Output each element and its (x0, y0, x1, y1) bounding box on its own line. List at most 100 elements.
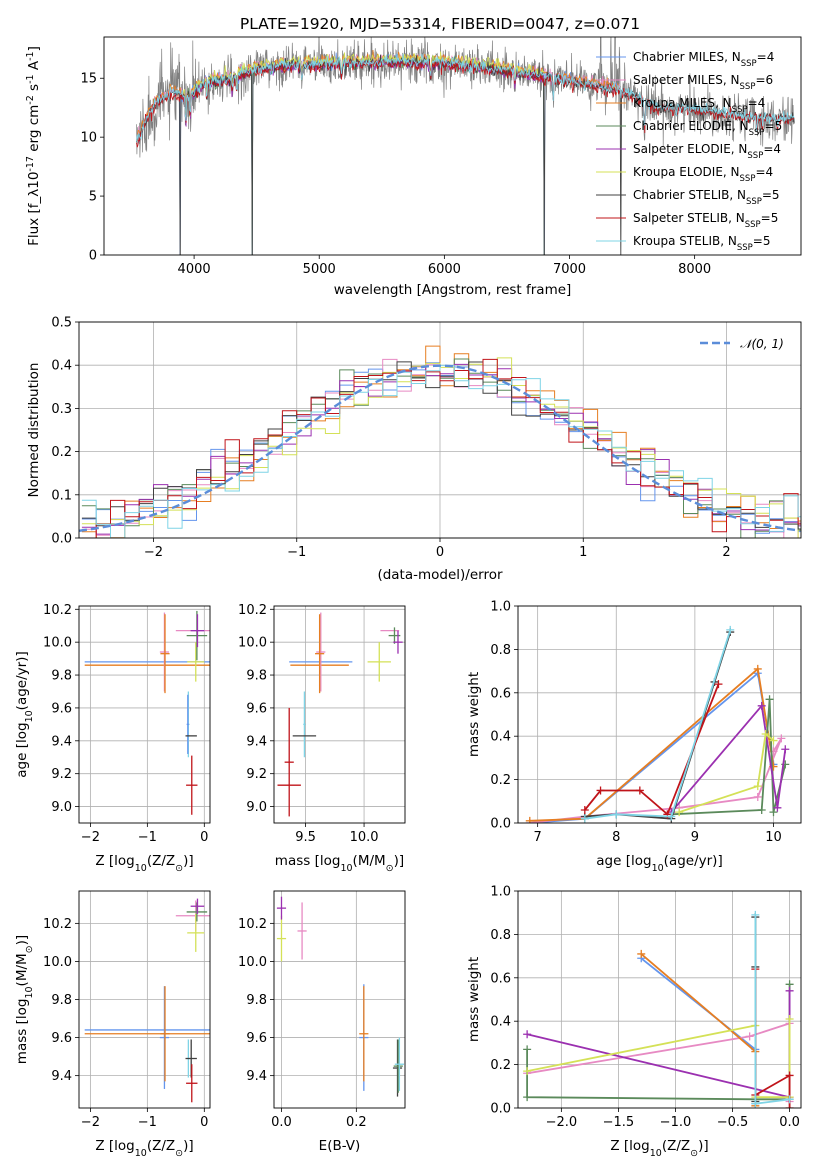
panel-mass_vs_ebv: 0.0 0.2 9.4 9.6 9.8 10.0 10.2 E(B-V) (238, 890, 406, 1154)
weight-marker-2 (525, 816, 534, 823)
weight-line-3 (526, 984, 791, 1101)
weight-marker-1 (753, 792, 762, 801)
x-tick-label: 5000 (303, 262, 336, 277)
weight-marker-2 (637, 949, 646, 958)
x-axis-label: Z [log10(Z/Z⊙)] (95, 853, 193, 874)
y-tick-label: 9.0 (51, 800, 72, 815)
x-axis-label: (data-model)/error (377, 567, 503, 583)
y-tick-label: 9.6 (51, 701, 72, 716)
y-tick-label: 1.0 (490, 600, 511, 615)
weight-marker-7 (714, 680, 723, 689)
x-tick-label: 4000 (178, 262, 211, 277)
x-axis-label: Z [log10(Z/Z⊙)] (610, 1138, 708, 1159)
y-tick-label: 9.4 (51, 734, 72, 749)
x-tick-label: 9.5 (295, 830, 316, 845)
y-tick-label: 0.4 (490, 730, 511, 745)
axes-frame (517, 890, 802, 1109)
x-tick-label: −2 (81, 1115, 100, 1130)
y-tick-label: 0.2 (490, 773, 511, 788)
y-tick-label: 9.8 (246, 669, 267, 684)
x-tick-label: 10 (765, 830, 782, 845)
errorbar-plot (277, 612, 403, 817)
y-tick-label: 9.2 (246, 767, 267, 782)
x-axis-label: Z [log10(Z/Z⊙)] (95, 1138, 193, 1159)
legend-entry-4: Salpeter ELODIE, NSSP=4 (633, 142, 781, 161)
y-tick-label: 9.8 (246, 993, 267, 1008)
x-tick-label: 8000 (678, 262, 711, 277)
axes-frame (78, 890, 211, 1109)
x-tick-label: 6000 (428, 262, 461, 277)
weight-marker-8 (612, 810, 621, 819)
y-tick-label: 9.8 (51, 993, 72, 1008)
legend-entry-3: Chabrier ELODIE, NSSP=5 (633, 119, 782, 138)
residual-plot (79, 345, 801, 538)
panel-weight_vs_Z: −2.0 −1.5 −1.0 −0.5 0.0 0.0 0.2 0.4 0.6 0.8 1.0 Z [… (466, 885, 802, 1159)
errorbar-plot (84, 610, 210, 815)
weight-line-8 (584, 629, 732, 820)
x-tick-label: 0.0 (271, 1115, 292, 1130)
spectrum-legend: Chabrier MILES, NSSP=4 Salpeter MILES, NS… (596, 50, 782, 253)
y-tick-label: 0.0 (490, 1102, 511, 1117)
y-tick-label: 0.6 (490, 971, 511, 986)
y-axis-label: age [log10(age/yr)] (14, 651, 35, 777)
panel-residuals: −2 −1 0 1 2 0.0 0.1 0.2 0.3 0.4 0.5 𝒩(0, 1) (data-mo… (26, 316, 802, 583)
x-tick-label: −0.5 (717, 1115, 749, 1130)
y-tick-label: 0.3 (51, 402, 72, 417)
x-axis-label: E(B-V) (319, 1138, 361, 1154)
panel-age_vs_Z: −2 −1 0 9.0 9.2 9.4 9.6 9.8 10.0 10.2 Z [log10(Z/Z… (14, 603, 211, 874)
weight-marker-4 (757, 701, 766, 710)
y-tick-label: 9.6 (51, 1031, 72, 1046)
weight-marker-3 (769, 808, 778, 817)
y-tick-label: 10.0 (238, 955, 267, 970)
y-tick-label: 10.0 (43, 636, 72, 651)
panel-age_vs_mass: 9.5 10.0 9.0 9.2 9.4 9.6 9.8 10.0 10.2 mass [log1… (238, 603, 406, 874)
x-tick-label: −2.0 (546, 1115, 578, 1130)
axes-frame (273, 605, 406, 824)
y-tick-label: 10.0 (43, 955, 72, 970)
legend-entry-7: Salpeter STELIB, NSSP=5 (633, 211, 778, 230)
weight-line-5 (678, 732, 775, 813)
weight-marker-4 (781, 745, 790, 754)
x-tick-label: 0.0 (779, 1115, 800, 1130)
axes-frame (273, 890, 406, 1109)
errorbar-plot (84, 898, 210, 1103)
weight-marker-3 (523, 1093, 532, 1102)
spectrum-plot (136, 37, 795, 255)
weight-marker-2 (753, 664, 762, 673)
panel-weight_vs_age: 7 8 9 10 0.0 0.2 0.4 0.6 0.8 1.0 age [log10(age/yr… (466, 600, 802, 874)
weight-marker-1 (777, 734, 786, 743)
weight-marker-7 (785, 1071, 794, 1080)
weight-marker-7 (580, 805, 589, 814)
x-tick-label: 1 (579, 545, 587, 560)
y-tick-label: 15 (80, 72, 97, 87)
y-tick-label: 0.6 (490, 686, 511, 701)
weight-line-4 (670, 703, 787, 813)
y-tick-label: 9.0 (246, 800, 267, 815)
weight-line-7 (754, 969, 791, 1108)
x-tick-label: 7000 (553, 262, 586, 277)
y-tick-label: 0.2 (51, 445, 72, 460)
histogram-6 (81, 361, 801, 530)
y-tick-label: 9.6 (246, 1031, 267, 1046)
weight-line-0 (640, 957, 757, 1104)
weight-marker-8 (667, 812, 676, 821)
weight-marker-7 (785, 1104, 794, 1108)
gaussian-curve (79, 364, 796, 532)
weight-marker-8 (580, 814, 589, 823)
x-tick-label: −1 (138, 830, 157, 845)
x-axis-label: wavelength [Angstrom, rest frame] (334, 282, 572, 298)
y-tick-label: 0.5 (51, 316, 72, 331)
x-tick-label: −1 (287, 545, 306, 560)
weight-marker-8 (785, 1095, 794, 1104)
y-tick-label: 5 (89, 190, 97, 205)
weight-marker-5 (753, 782, 762, 791)
x-tick-label: 8 (612, 830, 620, 845)
y-tick-label: 9.6 (246, 701, 267, 716)
weight-marker-5 (785, 1015, 794, 1024)
weight-marker-7 (635, 786, 644, 795)
x-tick-label: 0 (200, 830, 208, 845)
y-tick-label: 0.2 (490, 1058, 511, 1073)
axes-frame (78, 605, 211, 824)
legend-entry-gaussian: 𝒩(0, 1) (740, 337, 784, 351)
